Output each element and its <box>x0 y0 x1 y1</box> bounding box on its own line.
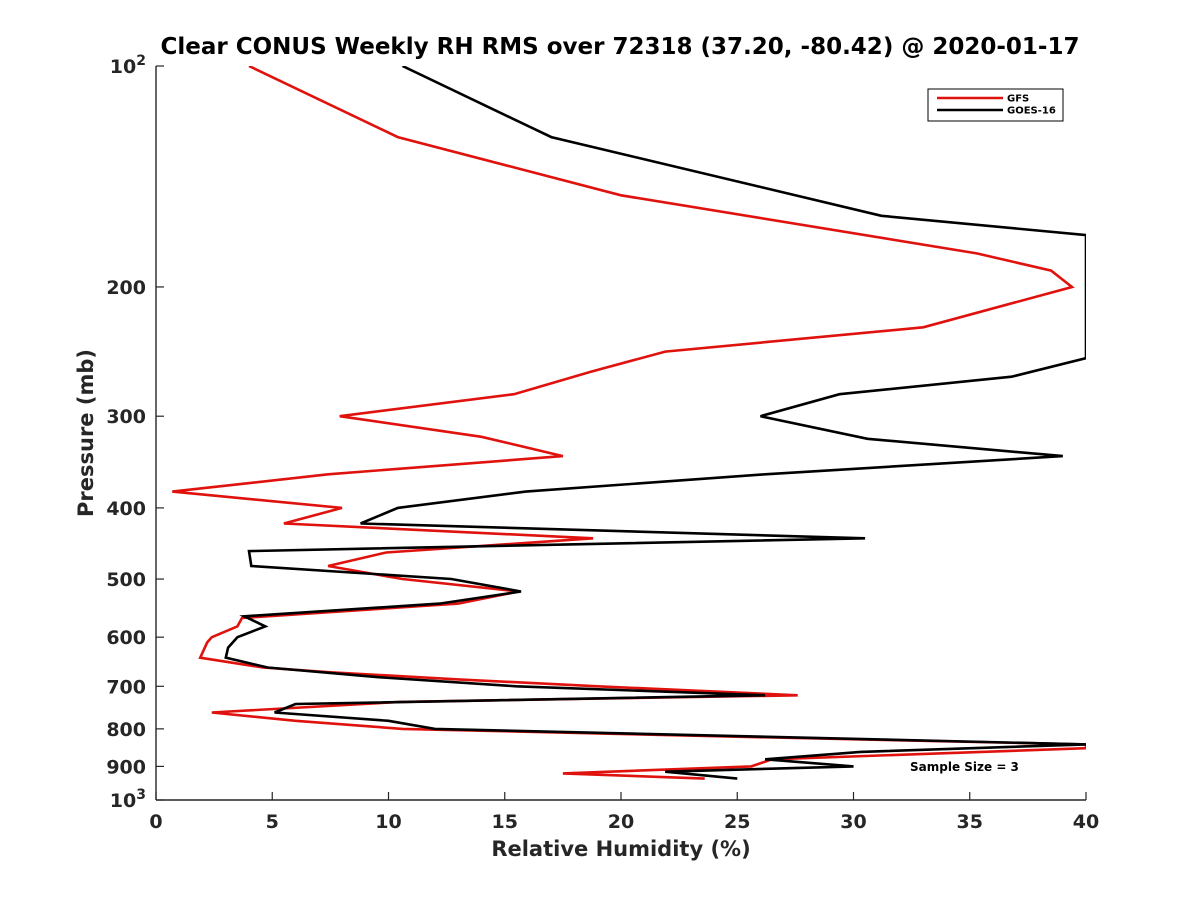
y-tick-label: 700 <box>106 676 146 698</box>
x-tick-label: 30 <box>840 811 866 833</box>
x-tick-label: 10 <box>375 811 401 833</box>
series-layer <box>172 66 1086 780</box>
legend-box <box>927 88 1064 122</box>
y-tick-label: 300 <box>106 406 146 428</box>
y-tick-label: 600 <box>106 627 146 649</box>
x-axis-label: Relative Humidity (%) <box>491 837 750 861</box>
y-tick-label: 200 <box>106 277 146 299</box>
y-tick-label: 500 <box>106 569 146 591</box>
sample-size-annotation: Sample Size = 3 <box>910 760 1019 774</box>
y-tick-label: 400 <box>106 498 146 520</box>
x-tick-label: 15 <box>492 811 518 833</box>
axes-layer: 0 5 10 15 20 25 30 35 40 102 200 300 400 500 600 700 800… <box>106 53 1099 833</box>
chart-title: Clear CONUS Weekly RH RMS over 72318 (37… <box>161 34 1080 60</box>
x-tick-label: 25 <box>724 811 750 833</box>
x-tick-label: 5 <box>266 811 279 833</box>
x-tick-label: 40 <box>1073 811 1099 833</box>
legend-label: GFS <box>1007 94 1029 105</box>
y-tick-label: 102 <box>110 53 146 78</box>
y-tick-label: 800 <box>106 719 146 741</box>
x-tick-label: 35 <box>957 811 983 833</box>
plot-area-background <box>156 66 1086 800</box>
x-tick-label: 20 <box>608 811 634 833</box>
y-axis-label: Pressure (mb) <box>74 349 98 517</box>
series-line-goes-16 <box>224 66 1086 780</box>
legend-label: GOES-16 <box>1007 106 1056 117</box>
y-tick-label: 900 <box>106 756 146 778</box>
x-tick-label: 0 <box>149 811 162 833</box>
y-tick-label: 103 <box>110 787 146 812</box>
